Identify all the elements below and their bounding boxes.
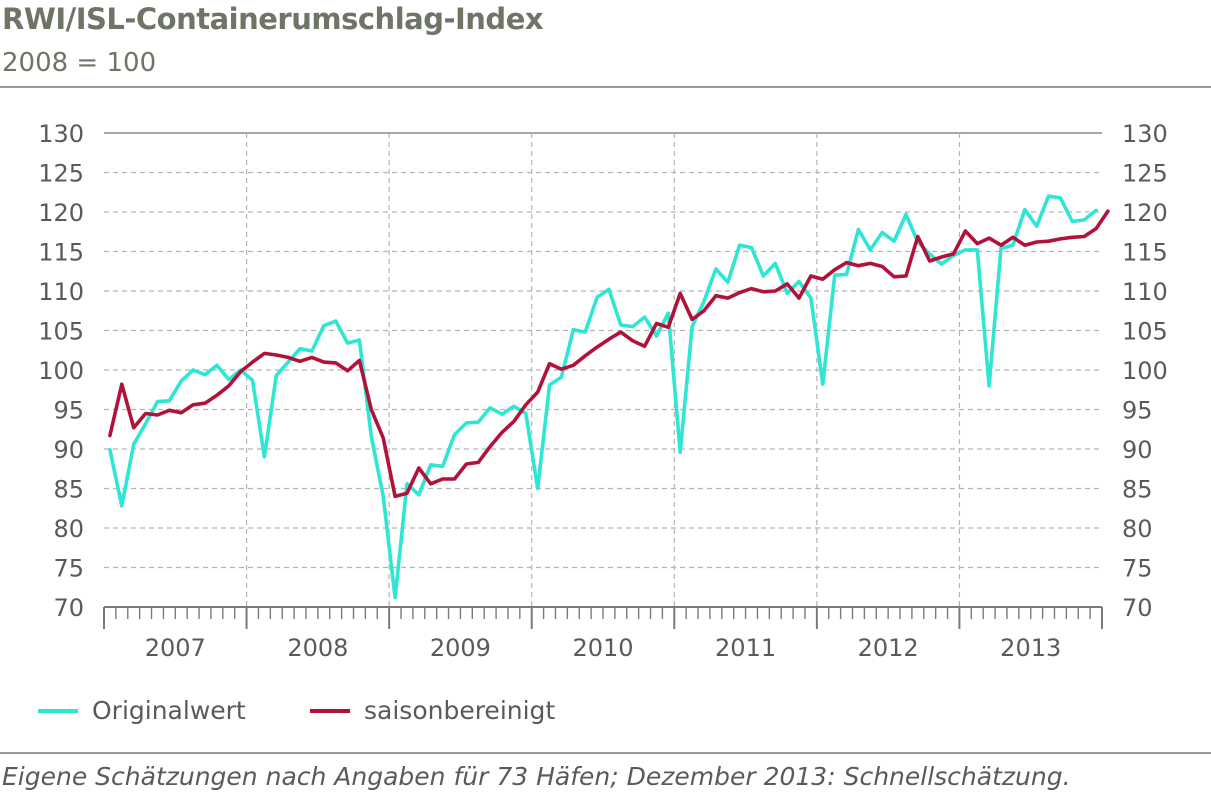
x-year-label: 2007 <box>145 634 206 662</box>
y-tick-label-left: 70 <box>53 594 84 622</box>
chart-title: RWI/ISL-Containerumschlag-Index <box>2 2 544 36</box>
y-tick-label-right: 110 <box>1122 278 1168 306</box>
y-tick-label-right: 85 <box>1122 476 1153 504</box>
y-tick-label-right: 80 <box>1122 515 1153 543</box>
y-tick-label-left: 100 <box>38 357 84 385</box>
y-tick-label-left: 80 <box>53 515 84 543</box>
x-year-label: 2009 <box>430 634 491 662</box>
legend-swatch-originalwert <box>38 708 78 713</box>
x-axis <box>103 606 1103 629</box>
series-lines <box>108 194 1110 600</box>
y-tick-label-right: 100 <box>1122 357 1168 385</box>
chart-grid <box>104 132 1102 607</box>
top-divider <box>0 86 1211 88</box>
y-tick-label-left: 85 <box>53 476 84 504</box>
series-line-originalwert <box>108 194 1098 600</box>
y-tick-label-right: 95 <box>1122 397 1153 425</box>
y-tick-label-left: 110 <box>38 278 84 306</box>
y-axis-left-labels: 130 125 120 115 110 105 100 95 90 85 80 75 70 <box>38 120 84 622</box>
legend-item-originalwert: Originalwert <box>38 696 246 725</box>
x-year-label: 2010 <box>572 634 633 662</box>
series-line-saisonbereinigt <box>108 209 1110 499</box>
line-chart: 130 125 120 115 110 105 100 95 90 85 80 75 70 130 125… <box>38 120 1168 662</box>
y-tick-label-left: 130 <box>38 120 84 148</box>
x-year-label: 2008 <box>287 634 348 662</box>
y-tick-label-left: 90 <box>53 436 84 464</box>
y-tick-label-left: 125 <box>38 160 84 188</box>
x-year-label: 2011 <box>715 634 776 662</box>
y-tick-label-left: 75 <box>53 555 84 583</box>
legend-item-saisonbereinigt: saisonbereinigt <box>310 696 555 725</box>
y-tick-label-right: 105 <box>1122 318 1168 346</box>
y-tick-label-right: 75 <box>1122 555 1153 583</box>
y-tick-label-right: 70 <box>1122 594 1153 622</box>
y-tick-label-right: 120 <box>1122 199 1168 227</box>
x-year-label: 2012 <box>858 634 919 662</box>
legend-swatch-saisonbereinigt <box>310 708 350 713</box>
legend-label-saisonbereinigt: saisonbereinigt <box>364 696 556 725</box>
y-tick-label-left: 120 <box>38 199 84 227</box>
y-tick-label-right: 115 <box>1122 239 1168 267</box>
bottom-divider <box>0 752 1211 754</box>
y-tick-label-left: 115 <box>38 239 84 267</box>
x-axis-year-labels: 2007 2008 2009 2010 2011 2012 2013 <box>145 634 1062 662</box>
y-tick-label-left: 95 <box>53 397 84 425</box>
x-year-label: 2013 <box>1000 634 1061 662</box>
chart-subtitle: 2008 = 100 <box>2 48 157 78</box>
y-tick-label-right: 90 <box>1122 436 1153 464</box>
y-axis-right-labels: 130 125 120 115 110 105 100 95 90 85 80 75 70 <box>1122 120 1168 622</box>
y-tick-label-left: 105 <box>38 318 84 346</box>
source-note: Eigene Schätzungen nach Angaben für 73 H… <box>2 762 1071 791</box>
y-tick-label-right: 130 <box>1122 120 1168 148</box>
legend-label-originalwert: Originalwert <box>92 696 246 725</box>
y-tick-label-right: 125 <box>1122 160 1168 188</box>
